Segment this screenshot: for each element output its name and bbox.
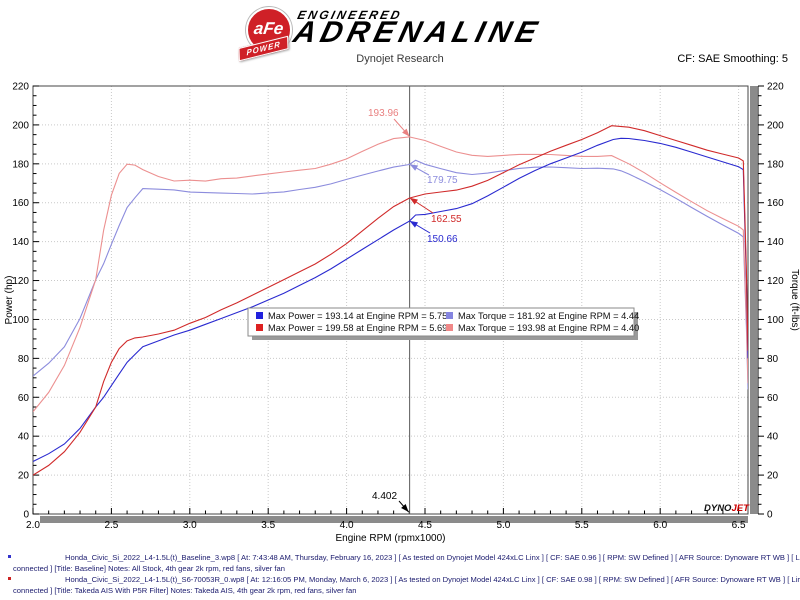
svg-text:60: 60	[18, 393, 30, 404]
svg-text:4.5: 4.5	[418, 520, 432, 531]
svg-text:100: 100	[767, 315, 784, 326]
y-axis-title-power: Power (hp)	[4, 276, 15, 325]
dyno-curves	[33, 125, 748, 476]
run-descriptions: Honda_Civic_Si_2022_L4-1.5L(t)_Baseline_…	[0, 552, 800, 596]
svg-text:179.75: 179.75	[427, 175, 458, 186]
svg-text:200: 200	[767, 120, 784, 131]
svg-text:140: 140	[767, 237, 784, 248]
svg-text:160: 160	[12, 198, 29, 209]
axis-ticks	[32, 85, 764, 515]
legend: Max Power = 193.14 at Engine RPM = 5.75 M…	[247, 307, 639, 340]
svg-text:6.0: 6.0	[653, 520, 667, 531]
svg-text:60: 60	[767, 393, 779, 404]
legend-swatch	[446, 324, 453, 331]
svg-text:80: 80	[767, 354, 779, 365]
run-text: connected ] [Title: Baseline] Notes: All…	[13, 564, 285, 573]
legend-label: Max Power = 199.58 at Engine RPM = 5.69	[268, 323, 447, 333]
horizontal-scrollbar[interactable]	[40, 516, 748, 523]
svg-text:40: 40	[767, 432, 779, 443]
annotation-162.55: 162.55	[409, 197, 462, 225]
svg-text:0: 0	[767, 510, 773, 521]
svg-text:20: 20	[767, 471, 779, 482]
gridlines	[33, 86, 748, 514]
dynojet-watermark: DYNOJET	[704, 503, 750, 514]
legend-swatch	[446, 312, 453, 319]
run-text: Honda_Civic_Si_2022_L4-1.5L(t)_Baseline_…	[65, 553, 800, 562]
x-axis-title: Engine RPM (rpmx1000)	[335, 533, 445, 544]
legend-swatch	[256, 312, 263, 319]
svg-text:220: 220	[12, 82, 29, 93]
svg-text:180: 180	[767, 159, 784, 170]
cursor-annotation: 4.402	[372, 491, 410, 513]
run-text: connected ] [Title: Takeda AIS With P5R …	[13, 586, 357, 595]
svg-text:4.402: 4.402	[372, 491, 397, 502]
svg-text:220: 220	[767, 82, 784, 93]
svg-text:120: 120	[12, 276, 29, 287]
svg-text:160: 160	[767, 198, 784, 209]
svg-text:40: 40	[18, 432, 30, 443]
svg-text:5.0: 5.0	[496, 520, 510, 531]
dyno-chart[interactable]: 0 0 20 20 40 40 60 60 80 80 100 100 120 120 140 140 160 1…	[0, 0, 800, 552]
run-entry-baseline: Honda_Civic_Si_2022_L4-1.5L(t)_Baseline_…	[0, 552, 800, 574]
baseline-torque-curve	[33, 159, 748, 390]
svg-text:80: 80	[18, 354, 30, 365]
legend-label: Max Torque = 193.98 at Engine RPM = 4.40	[458, 323, 639, 333]
annotation-179.75: 179.75	[409, 163, 458, 186]
svg-text:4.0: 4.0	[340, 520, 354, 531]
takeda-power-curve	[33, 125, 748, 476]
svg-text:140: 140	[12, 237, 29, 248]
svg-text:20: 20	[18, 471, 30, 482]
run-bullet-baseline	[8, 555, 11, 558]
baseline-power-curve	[33, 137, 748, 462]
svg-text:5.5: 5.5	[575, 520, 589, 531]
legend-swatch	[256, 324, 263, 331]
plot-area[interactable]	[33, 86, 748, 514]
svg-text:2.5: 2.5	[104, 520, 118, 531]
svg-text:193.96: 193.96	[368, 108, 399, 119]
y-axis-title-torque: Torque (ft-lbs)	[789, 269, 800, 331]
run-bullet-takeda	[8, 577, 11, 580]
svg-text:2.0: 2.0	[26, 520, 40, 531]
svg-text:150.66: 150.66	[427, 234, 458, 245]
svg-text:3.5: 3.5	[261, 520, 275, 531]
vertical-scrollbar[interactable]	[750, 86, 757, 514]
report-subtitle: Dynojet Research	[356, 53, 444, 65]
svg-text:162.55: 162.55	[431, 214, 462, 225]
run-text: Honda_Civic_Si_2022_L4-1.5L(t)_S6-70053R…	[65, 575, 800, 584]
axis-labels: 0 0 20 20 40 40 60 60 80 80 100 100 120 120 140 140 160 1…	[12, 82, 784, 532]
annotation-150.66: 150.66	[409, 220, 458, 245]
svg-text:3.0: 3.0	[183, 520, 197, 531]
run-entry-takeda: Honda_Civic_Si_2022_L4-1.5L(t)_S6-70053R…	[0, 574, 800, 596]
svg-text:120: 120	[767, 276, 784, 287]
svg-text:6.5: 6.5	[732, 520, 746, 531]
smoothing-setting: CF: SAE Smoothing: 5	[677, 53, 788, 65]
svg-text:200: 200	[12, 120, 29, 131]
svg-text:100: 100	[12, 315, 29, 326]
svg-text:0: 0	[23, 510, 29, 521]
annotation-193.96: 193.96	[368, 108, 411, 137]
legend-label: Max Torque = 181.92 at Engine RPM = 4.44	[458, 311, 639, 321]
annotations: 193.96 179.75 162.55 150.66 4.402	[368, 108, 462, 513]
svg-text:180: 180	[12, 159, 29, 170]
legend-label: Max Power = 193.14 at Engine RPM = 5.75	[268, 311, 447, 321]
takeda-torque-curve	[33, 136, 748, 413]
